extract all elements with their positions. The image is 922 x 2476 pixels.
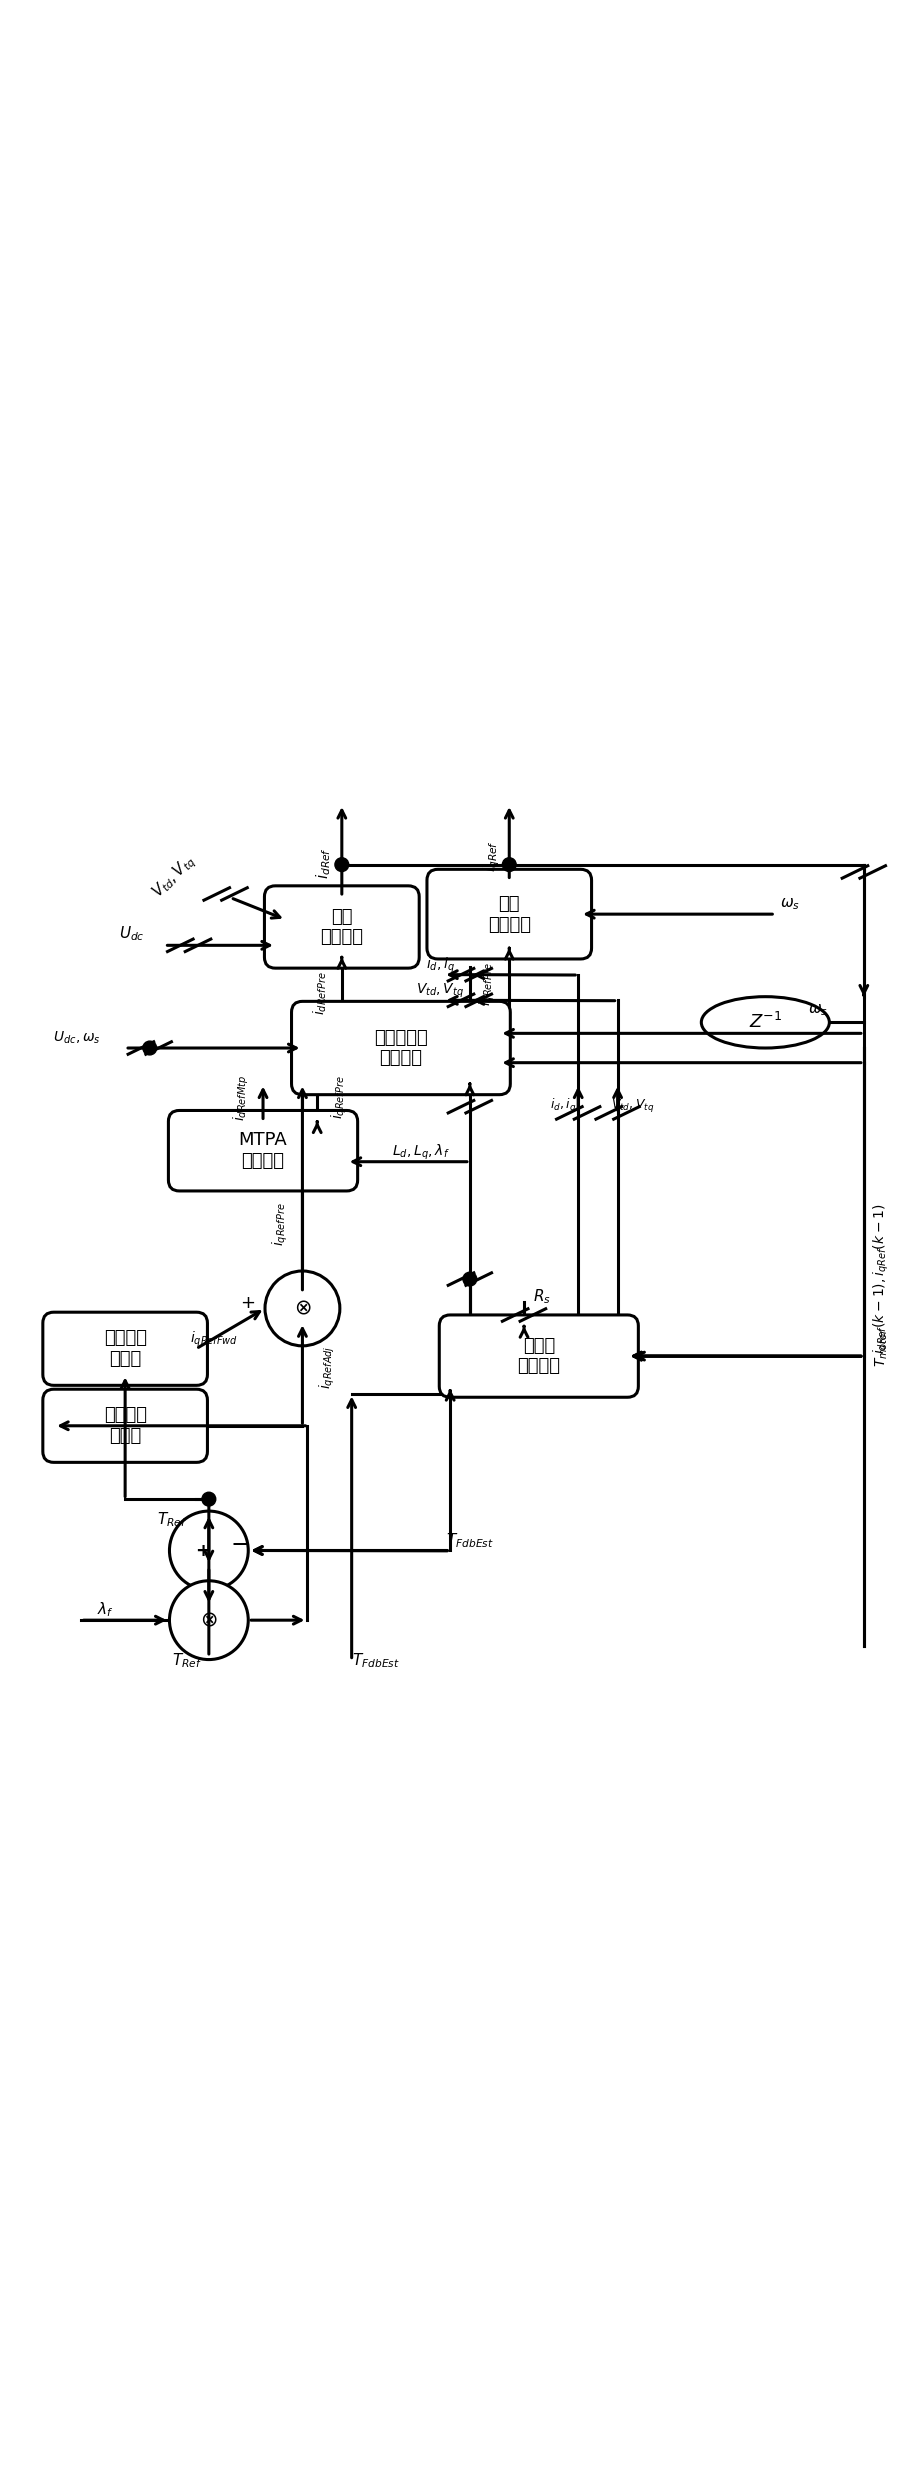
FancyBboxPatch shape	[42, 1312, 207, 1387]
Text: $\lambda_f$: $\lambda_f$	[97, 1599, 113, 1619]
Text: $T_{FdbEst}$: $T_{FdbEst}$	[446, 1530, 494, 1550]
Text: +: +	[195, 1543, 210, 1560]
Circle shape	[170, 1580, 248, 1659]
Text: ⊗: ⊗	[294, 1297, 312, 1317]
Text: $i_d, i_q$: $i_d, i_q$	[426, 956, 455, 976]
Text: $i_{qRefAdj}$: $i_{qRefAdj}$	[317, 1344, 337, 1389]
FancyBboxPatch shape	[42, 1389, 207, 1463]
Text: 伪模型
反馈系统: 伪模型 反馈系统	[517, 1337, 561, 1377]
Text: $T_{FdbEst}$: $T_{FdbEst}$	[351, 1651, 399, 1669]
Text: $V_{td}, V_{tq}$: $V_{td}, V_{tq}$	[148, 852, 200, 904]
FancyBboxPatch shape	[439, 1315, 638, 1396]
Circle shape	[143, 1040, 157, 1055]
Text: $i_{dRefPre}$: $i_{dRefPre}$	[312, 971, 329, 1015]
Circle shape	[265, 1270, 340, 1347]
Text: $Z^{-1}$: $Z^{-1}$	[749, 1013, 782, 1032]
Text: 转矩前馈
控制器: 转矩前馈 控制器	[103, 1330, 147, 1369]
Text: 转矩补偿
控制器: 转矩补偿 控制器	[103, 1406, 147, 1446]
Text: $U_{dc}, \omega_s$: $U_{dc}, \omega_s$	[53, 1030, 100, 1045]
FancyBboxPatch shape	[265, 886, 420, 968]
Circle shape	[202, 1493, 216, 1505]
Text: $i_{qRefFwd}$: $i_{qRefFwd}$	[190, 1330, 238, 1349]
Text: MTPA
求解单元: MTPA 求解单元	[239, 1132, 288, 1171]
Circle shape	[502, 857, 516, 872]
Text: $\omega_s$: $\omega_s$	[780, 896, 800, 911]
Text: 转矩
补偿单元: 转矩 补偿单元	[488, 894, 531, 933]
Text: $U_{dc}$: $U_{dc}$	[119, 924, 145, 943]
Text: $i_{dRef}$: $i_{dRef}$	[314, 847, 334, 879]
FancyBboxPatch shape	[427, 869, 592, 958]
Text: −: −	[230, 1533, 250, 1557]
Text: $\omega_s$: $\omega_s$	[808, 1003, 828, 1018]
Text: $i_d, i_q$: $i_d, i_q$	[550, 1097, 576, 1114]
FancyBboxPatch shape	[169, 1109, 358, 1191]
Text: $i_{qRefPre}$: $i_{qRefPre}$	[271, 1203, 290, 1245]
Text: 弱磁工作点
切换单元: 弱磁工作点 切换单元	[374, 1028, 428, 1067]
Text: $R_s$: $R_s$	[533, 1288, 550, 1305]
Circle shape	[170, 1510, 248, 1590]
Text: $V_{td}, V_{tq}$: $V_{td}, V_{tq}$	[416, 983, 465, 1000]
Ellipse shape	[702, 998, 830, 1047]
Circle shape	[335, 857, 349, 872]
FancyBboxPatch shape	[291, 1000, 510, 1094]
Text: $i_{qRefPre}$: $i_{qRefPre}$	[478, 963, 497, 1005]
Text: +: +	[240, 1295, 254, 1312]
Text: $V_{td}, V_{tq}$: $V_{td}, V_{tq}$	[610, 1097, 654, 1114]
Text: 弱磁
补偿单元: 弱磁 补偿单元	[320, 909, 363, 946]
Text: $T_{Ref}$: $T_{Ref}$	[157, 1510, 187, 1528]
Text: $L_d, L_q, \lambda_f$: $L_d, L_q, \lambda_f$	[392, 1144, 449, 1161]
Text: $i_{qRefPre}$: $i_{qRefPre}$	[329, 1075, 349, 1119]
Text: $T_{motor}$: $T_{motor}$	[873, 1327, 890, 1367]
Text: $i_{dRefMtp}$: $i_{dRefMtp}$	[231, 1075, 251, 1122]
Text: $T_{Ref}$: $T_{Ref}$	[172, 1651, 202, 1669]
Circle shape	[463, 1273, 477, 1285]
Text: $i_{dRef}(k-1),i_{qRef}(k-1)$: $i_{dRef}(k-1),i_{qRef}(k-1)$	[872, 1203, 892, 1354]
Text: ⊗: ⊗	[200, 1609, 218, 1629]
Text: $i_{qRef}$: $i_{qRef}$	[481, 839, 502, 872]
